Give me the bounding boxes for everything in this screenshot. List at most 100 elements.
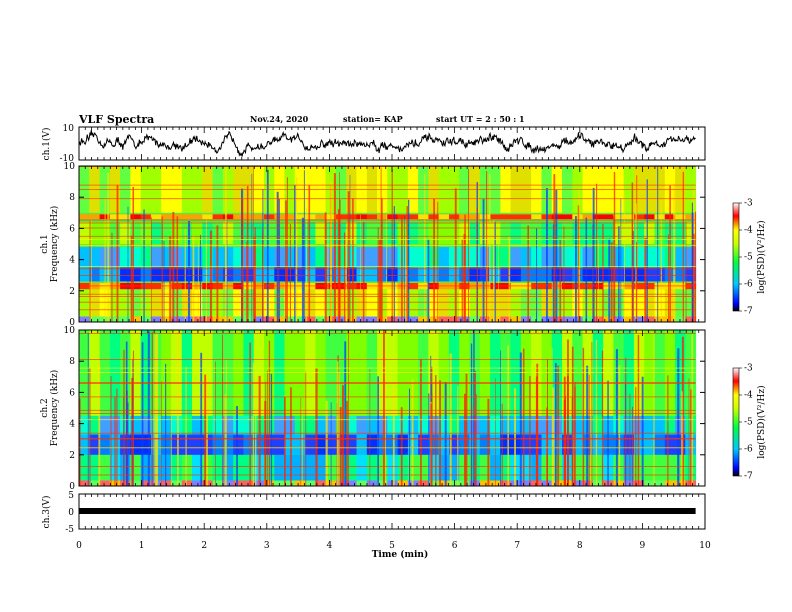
ch2-colorbar-label: log(PSD)(V²/Hz)	[756, 385, 767, 458]
spectrogram-cell	[603, 222, 614, 244]
spectrogram-cell	[79, 247, 90, 268]
spectrogram-streak	[598, 239, 599, 322]
spectrogram-cell	[161, 415, 172, 435]
spectrogram-streak	[508, 236, 511, 322]
ytick-label: 2	[69, 287, 75, 297]
spectrogram-cell	[520, 267, 532, 282]
spectrogram-cell	[356, 222, 368, 244]
spectrogram-cell	[469, 316, 481, 322]
spectrogram-streak	[552, 224, 554, 322]
spectrogram-cell	[253, 267, 265, 282]
spectrogram-cell	[212, 434, 224, 455]
xtick-label: 1	[139, 541, 145, 551]
spectrogram-cell	[120, 247, 131, 268]
spectrogram-streak	[289, 224, 291, 322]
spectrogram-cell	[150, 214, 162, 220]
spectrogram-cell	[675, 415, 686, 435]
spectrogram-streak	[349, 174, 351, 322]
spectrogram-line	[79, 268, 696, 270]
spectrogram-streak	[253, 166, 254, 322]
ch2-spectrogram-image	[79, 330, 705, 487]
ch1-colorbar: -3 -4 -5 -6 -7 log(PSD)(V²/Hz)	[732, 199, 767, 317]
spectrogram-cell	[500, 415, 512, 435]
spectrogram-cell	[520, 222, 532, 244]
spectrogram-cell	[551, 415, 563, 435]
spectrogram-line	[79, 189, 696, 190]
spectrogram-cell	[79, 267, 90, 282]
spectrogram-streak	[527, 225, 529, 322]
spectrogram-streak	[347, 191, 350, 322]
spectrogram-cell	[623, 480, 635, 486]
spectrogram-streak	[571, 396, 574, 486]
spectrogram-streak	[377, 376, 379, 486]
spectrogram-line	[79, 275, 696, 276]
spectrogram-streak	[246, 241, 247, 322]
spectrogram-streak	[141, 342, 144, 486]
spectrogram-cell	[572, 415, 584, 435]
spectrogram-cell	[233, 454, 244, 481]
spectrogram-streak	[352, 198, 354, 322]
colorbar-tick-label: -4	[744, 226, 753, 236]
spectrogram-cell	[89, 214, 101, 220]
spectrogram-cell	[644, 214, 655, 220]
spectrogram-cell	[192, 415, 203, 435]
spectrogram-streak	[377, 227, 379, 322]
spectrogram-cell	[222, 316, 234, 322]
spectrogram-cell	[284, 434, 296, 455]
spectrogram-cell	[510, 316, 522, 322]
spectrogram-cell	[294, 222, 306, 244]
ytick-label: 6	[69, 224, 75, 234]
spectrogram-cell	[89, 267, 101, 282]
spectrogram-cell	[438, 214, 450, 220]
spectrogram-cell	[346, 316, 357, 322]
spectrogram-streak	[486, 171, 488, 322]
spectrogram-cell	[582, 289, 594, 317]
spectrogram-cell	[500, 267, 512, 282]
spectrogram-line	[79, 372, 696, 373]
spectrogram-cell	[356, 247, 368, 268]
spectrogram-streak	[554, 363, 557, 486]
spectrogram-cell	[233, 434, 244, 455]
spectrogram-streak	[430, 403, 433, 486]
spectrogram-line	[79, 474, 696, 476]
spectrogram-cell	[202, 247, 214, 268]
spectrogram-cell	[79, 480, 90, 486]
spectrogram-cell	[644, 480, 655, 486]
spectrogram-cell	[243, 247, 255, 268]
spectrogram-cell	[150, 247, 162, 268]
spectrogram-cell	[644, 222, 655, 244]
spectrogram-cell	[346, 434, 357, 455]
spectrogram-streak	[294, 185, 296, 322]
spectrogram-cell	[366, 434, 378, 455]
spectrogram-streak	[471, 402, 473, 486]
xtick-label: 3	[264, 541, 270, 551]
spectrogram-cell	[181, 289, 193, 317]
ytick-label: 2	[69, 451, 75, 461]
spectrogram-cell	[130, 480, 142, 486]
spectrogram-cell	[654, 222, 666, 244]
spectrogram-streak	[591, 341, 593, 486]
spectrogram-cell	[284, 454, 296, 481]
spectrogram-streak	[405, 236, 408, 322]
spectrogram-cell	[675, 289, 686, 317]
spectrogram-cell	[243, 222, 255, 244]
spectrogram-cell	[572, 222, 584, 244]
xtick-label: 2	[201, 541, 207, 551]
spectrogram-cell	[140, 267, 152, 282]
spectrogram-streak	[252, 362, 255, 486]
spectrogram-cell	[603, 214, 614, 220]
spectrogram-streak	[563, 400, 566, 486]
spectrogram-streak	[578, 188, 580, 322]
spectrogram-streak	[336, 361, 339, 486]
spectrogram-cell	[150, 222, 162, 244]
spectrogram-line	[79, 359, 696, 360]
spectrogram-line	[79, 413, 696, 414]
spectrogram-streak	[286, 177, 288, 322]
spectrogram-cell	[212, 480, 224, 486]
spectrogram-cell	[654, 214, 666, 220]
spectrogram-cell	[356, 316, 368, 322]
spectrogram-cell	[150, 316, 162, 322]
spectrogram-cell	[377, 415, 388, 435]
spectrogram-streak	[324, 212, 327, 322]
spectrogram-cell	[89, 222, 101, 244]
